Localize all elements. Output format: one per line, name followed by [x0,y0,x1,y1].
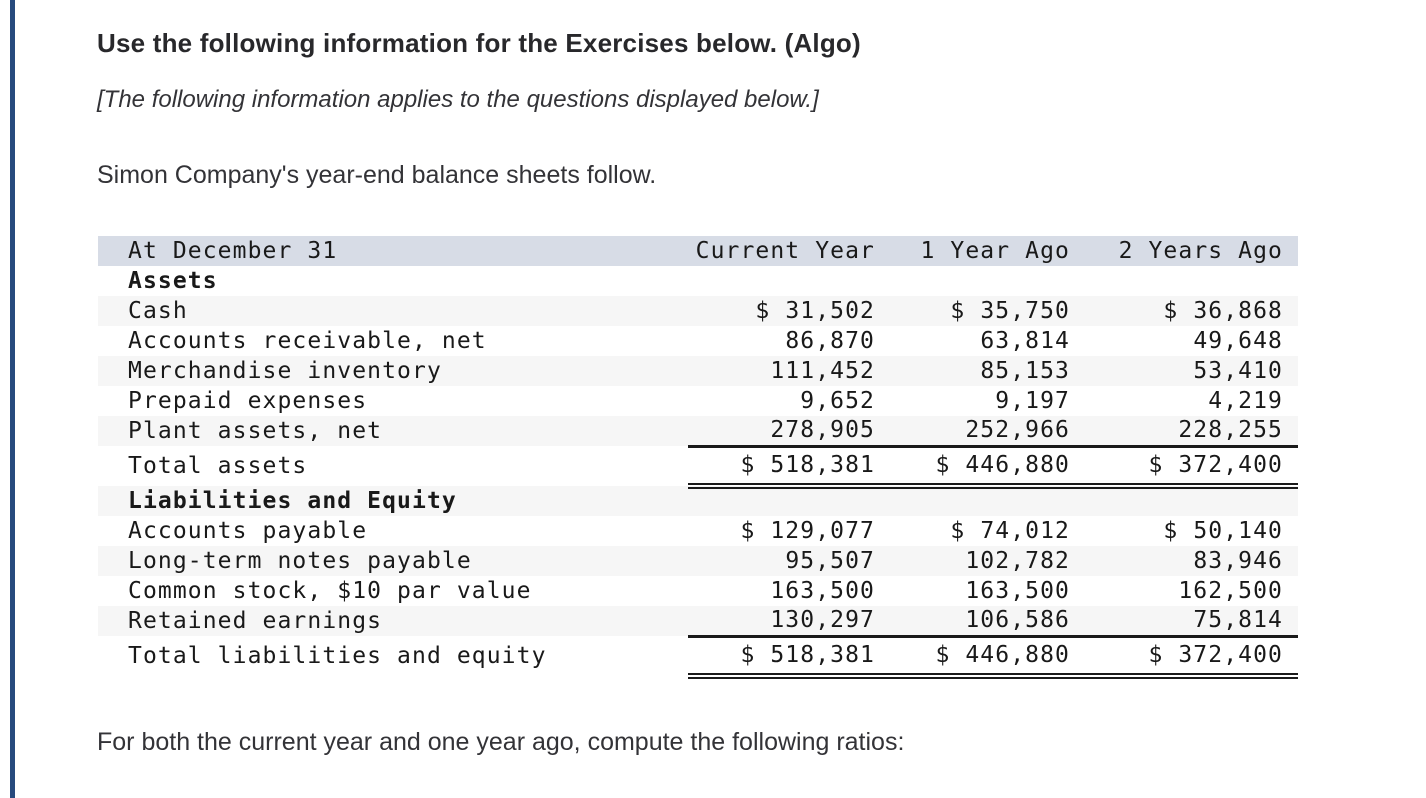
table-row: Plant assets, net 278,905 252,966 228,255 [98,416,1298,448]
row-label: Accounts receivable, net [128,328,487,354]
column-header-1-year-ago: 1 Year Ago [920,238,1070,264]
row-value [890,486,1085,516]
row-value: 85,153 [980,358,1070,384]
table-row: Total assets $ 518,381 $ 446,880 $ 372,400 [98,446,1298,489]
row-value: 83,946 [1193,548,1283,574]
row-label: Cash [128,298,188,324]
table-row: Total liabilities and equity $ 518,381 $ 4… [98,636,1298,679]
closing-instruction: For both the current year and one year a… [97,728,905,756]
table-row: Accounts payable $ 129,077 $ 74,012 $ 50,14… [98,516,1298,546]
row-value: 9,197 [995,388,1070,414]
column-header-current-year: Current Year [695,238,875,264]
table-row: Liabilities and Equity [98,486,1298,516]
row-value: 163,500 [965,578,1070,604]
row-value: $ 74,012 [950,518,1070,544]
row-value: 53,410 [1193,358,1283,384]
row-label: Plant assets, net [128,418,383,444]
row-value: 278,905 [688,416,890,448]
row-value: $ 50,140 [1163,518,1283,544]
row-value: 130,297 [688,606,890,638]
row-label: Total liabilities and equity [128,643,547,669]
row-value: $ 372,400 [1085,636,1298,679]
row-value: 95,507 [785,548,875,574]
table-row: Prepaid expenses 9,652 9,197 4,219 [98,386,1298,416]
left-accent-bar [10,0,15,798]
row-label: Long-term notes payable [128,548,472,574]
row-value: 63,814 [980,328,1070,354]
row-value [890,266,1085,296]
row-label: Accounts payable [128,518,368,544]
instruction-note: [The following information applies to th… [97,86,819,113]
table-row: Cash $ 31,502 $ 35,750 $ 36,868 [98,296,1298,326]
row-value: $ 446,880 [890,636,1085,679]
row-value: 111,452 [770,358,875,384]
row-label: Common stock, $10 par value [128,578,532,604]
exercise-content: Use the following information for the Ex… [97,28,1298,756]
lead-sentence: Simon Company's year-end balance sheets … [97,161,657,189]
column-header-date: At December 31 [128,238,338,264]
table-row: Accounts receivable, net 86,870 63,814 49,6… [98,326,1298,356]
row-value: 162,500 [1178,578,1283,604]
row-value: $ 35,750 [950,298,1070,324]
row-value: $ 36,868 [1163,298,1283,324]
table-row: Long-term notes payable 95,507 102,782 83,9… [98,546,1298,576]
row-label: Assets [128,268,218,294]
row-value: $ 129,077 [740,518,875,544]
row-value [688,266,890,296]
table-header-row: At December 31 Current Year 1 Year Ago 2… [98,236,1298,266]
row-label: Prepaid expenses [128,388,368,414]
row-value [688,486,890,516]
row-value: $ 518,381 [688,446,890,489]
row-value: $ 31,502 [755,298,875,324]
row-value: 102,782 [965,548,1070,574]
row-value [1085,486,1298,516]
balance-sheet-body: Assets Cash $ 31,502 $ 35,750 $ 36,868 Accoun… [98,266,1298,679]
table-row: Assets [98,266,1298,296]
row-value: $ 518,381 [688,636,890,679]
row-label: Liabilities and Equity [128,488,457,514]
balance-sheet-table: At December 31 Current Year 1 Year Ago 2… [98,236,1298,679]
row-value: $ 372,400 [1085,446,1298,489]
row-label: Merchandise inventory [128,358,442,384]
row-label: Retained earnings [128,608,383,634]
row-value [1085,266,1298,296]
row-value: 49,648 [1193,328,1283,354]
row-value: 106,586 [890,606,1085,638]
table-row: Common stock, $10 par value 163,500 163,50… [98,576,1298,606]
row-value: $ 446,880 [890,446,1085,489]
table-row: Merchandise inventory 111,452 85,153 53,410 [98,356,1298,386]
table-row: Retained earnings 130,297 106,586 75,814 [98,606,1298,638]
row-value: 4,219 [1208,388,1283,414]
row-label: Total assets [128,453,308,479]
page-title: Use the following information for the Ex… [97,28,861,58]
column-header-2-years-ago: 2 Years Ago [1118,238,1283,264]
row-value: 86,870 [785,328,875,354]
row-value: 228,255 [1085,416,1298,448]
row-value: 252,966 [890,416,1085,448]
row-value: 9,652 [800,388,875,414]
row-value: 163,500 [770,578,875,604]
row-value: 75,814 [1085,606,1298,638]
